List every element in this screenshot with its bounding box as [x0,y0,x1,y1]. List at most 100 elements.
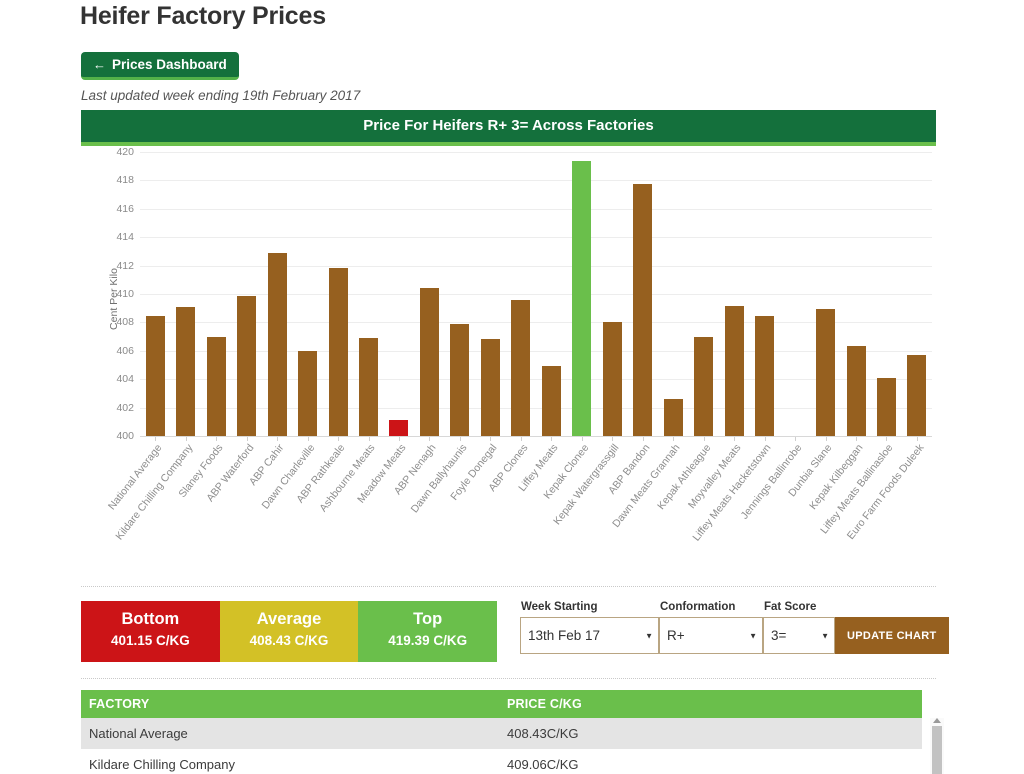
bar-group [628,152,658,441]
gridline: 418 [116,174,932,186]
bar-group [445,152,475,441]
chevron-down-icon: ▼ [749,631,757,640]
stat-value: 401.15 C/KG [110,633,190,648]
chart-bar[interactable] [359,338,379,436]
update-chart-button[interactable]: UPDATE CHART [835,617,949,654]
chart-bar[interactable] [389,419,409,436]
chart-bar[interactable] [206,336,226,436]
week-starting-select[interactable]: 13th Feb 17 ▼ [520,617,659,654]
table-cell-factory: National Average [81,718,499,749]
page-title: Heifer Factory Prices [80,2,326,30]
x-axis-tick [520,436,522,441]
bar-group [719,152,749,441]
x-axis-tick [398,436,400,441]
chart-bar[interactable] [876,377,896,436]
x-axis-tick [886,436,888,441]
gridline: 412 [116,260,932,272]
chart-bar[interactable] [298,350,318,436]
price-summary-bar: Bottom 401.15 C/KG Average 408.43 C/KG Top 41… [81,601,498,662]
table-column-header[interactable]: PRICE C/KG [499,690,922,718]
x-axis-label: National Average [106,442,165,513]
bar-group [506,152,536,441]
x-axis-tick [856,436,858,441]
chart-bar[interactable] [511,299,531,436]
bar-group [140,152,170,441]
y-axis-tick: 420 [116,146,134,158]
chart-bar[interactable] [846,345,866,436]
scrollbar-thumb[interactable] [932,726,942,774]
divider-top [81,586,936,587]
gridline: 408 [116,316,932,328]
chart-bar[interactable] [267,252,287,436]
prices-dashboard-button[interactable]: ← Prices Dashboard [81,52,239,80]
bar-group [475,152,505,441]
week-starting-label: Week Starting [521,601,598,613]
x-axis-tick [338,436,340,441]
chevron-down-icon: ▼ [645,631,653,640]
chart-bar[interactable] [176,307,196,436]
x-axis-tick [216,436,218,441]
table-row: National Average 408.43C/KG [81,718,922,749]
chart-plot: 400 402 404 406 408 410 412 414 416 418 420 [116,146,932,442]
conformation-select[interactable]: R+ ▼ [659,617,763,654]
week-starting-group: Week Starting 13th Feb 17 ▼ [520,601,659,654]
x-axis-tick [277,436,279,441]
stat-bottom: Bottom 401.15 C/KG [81,601,220,662]
chart-bar[interactable] [755,316,775,436]
divider-bottom [81,678,936,679]
chart-bar[interactable] [724,306,744,436]
table-column-header[interactable]: FACTORY [81,690,499,718]
chart-bar[interactable] [541,365,561,436]
y-axis-tick: 416 [116,202,134,215]
chart-bar[interactable] [602,322,622,436]
chart-bar[interactable] [633,183,653,436]
table-cell-factory: Kildare Chilling Company [81,749,499,774]
y-axis-tick: 402 [116,401,134,414]
gridline: 410 [116,288,932,300]
chart-bar[interactable] [419,288,439,436]
bar-group [902,152,932,441]
gridline: 414 [116,231,932,243]
chart-title: Price For Heifers R+ 3= Across Factories [81,110,936,146]
conformation-group: Conformation R+ ▼ [659,601,763,654]
chart-bar[interactable] [237,296,257,436]
chart-bar[interactable] [480,339,500,436]
gridline: 402 [116,402,932,414]
factory-price-table: FACTORY PRICE C/KG National Average 408.43… [81,690,922,774]
table-row: Kildare Chilling Company 409.06C/KG [81,749,922,774]
prices-dashboard-label: Prices Dashboard [112,57,227,72]
chart-bar[interactable] [450,323,470,436]
fat-score-label: Fat Score [764,601,817,613]
chart-area: Cent Per Kilo 400 402 404 406 408 410 412 414 41… [81,146,936,544]
table-header-row: FACTORY PRICE C/KG [81,690,922,718]
y-axis-tick: 410 [116,288,134,300]
chart-panel: Price For Heifers R+ 3= Across Factories… [81,110,936,544]
chevron-down-icon: ▼ [821,631,829,640]
x-axis-tick [581,436,583,441]
chart-bar[interactable] [816,308,836,436]
bar-group [749,152,779,441]
stat-average: Average 408.43 C/KG [219,601,359,662]
x-axis-tick [764,436,766,441]
x-axis-tick [429,436,431,441]
x-axis-tick [916,436,918,441]
x-axis-tick [825,436,827,441]
chart-bars [140,152,932,441]
bar-group [201,152,231,441]
y-axis-tick: 418 [116,174,134,187]
y-axis-tick: 414 [116,231,134,244]
chart-bar[interactable] [663,399,683,436]
fat-score-select[interactable]: 3= ▼ [763,617,835,654]
y-axis-tick: 400 [116,430,134,442]
scroll-up-arrow-icon[interactable] [933,718,941,723]
bar-group [292,152,322,441]
table-scrollbar[interactable] [930,718,944,774]
chart-bar[interactable] [694,336,714,436]
bar-group [780,152,810,441]
x-axis-line [140,436,932,437]
chart-bar[interactable] [572,160,592,436]
chart-bar[interactable] [907,355,927,436]
chart-bar[interactable] [328,268,348,436]
y-axis-tick: 412 [116,259,134,272]
chart-bar[interactable] [145,316,165,436]
